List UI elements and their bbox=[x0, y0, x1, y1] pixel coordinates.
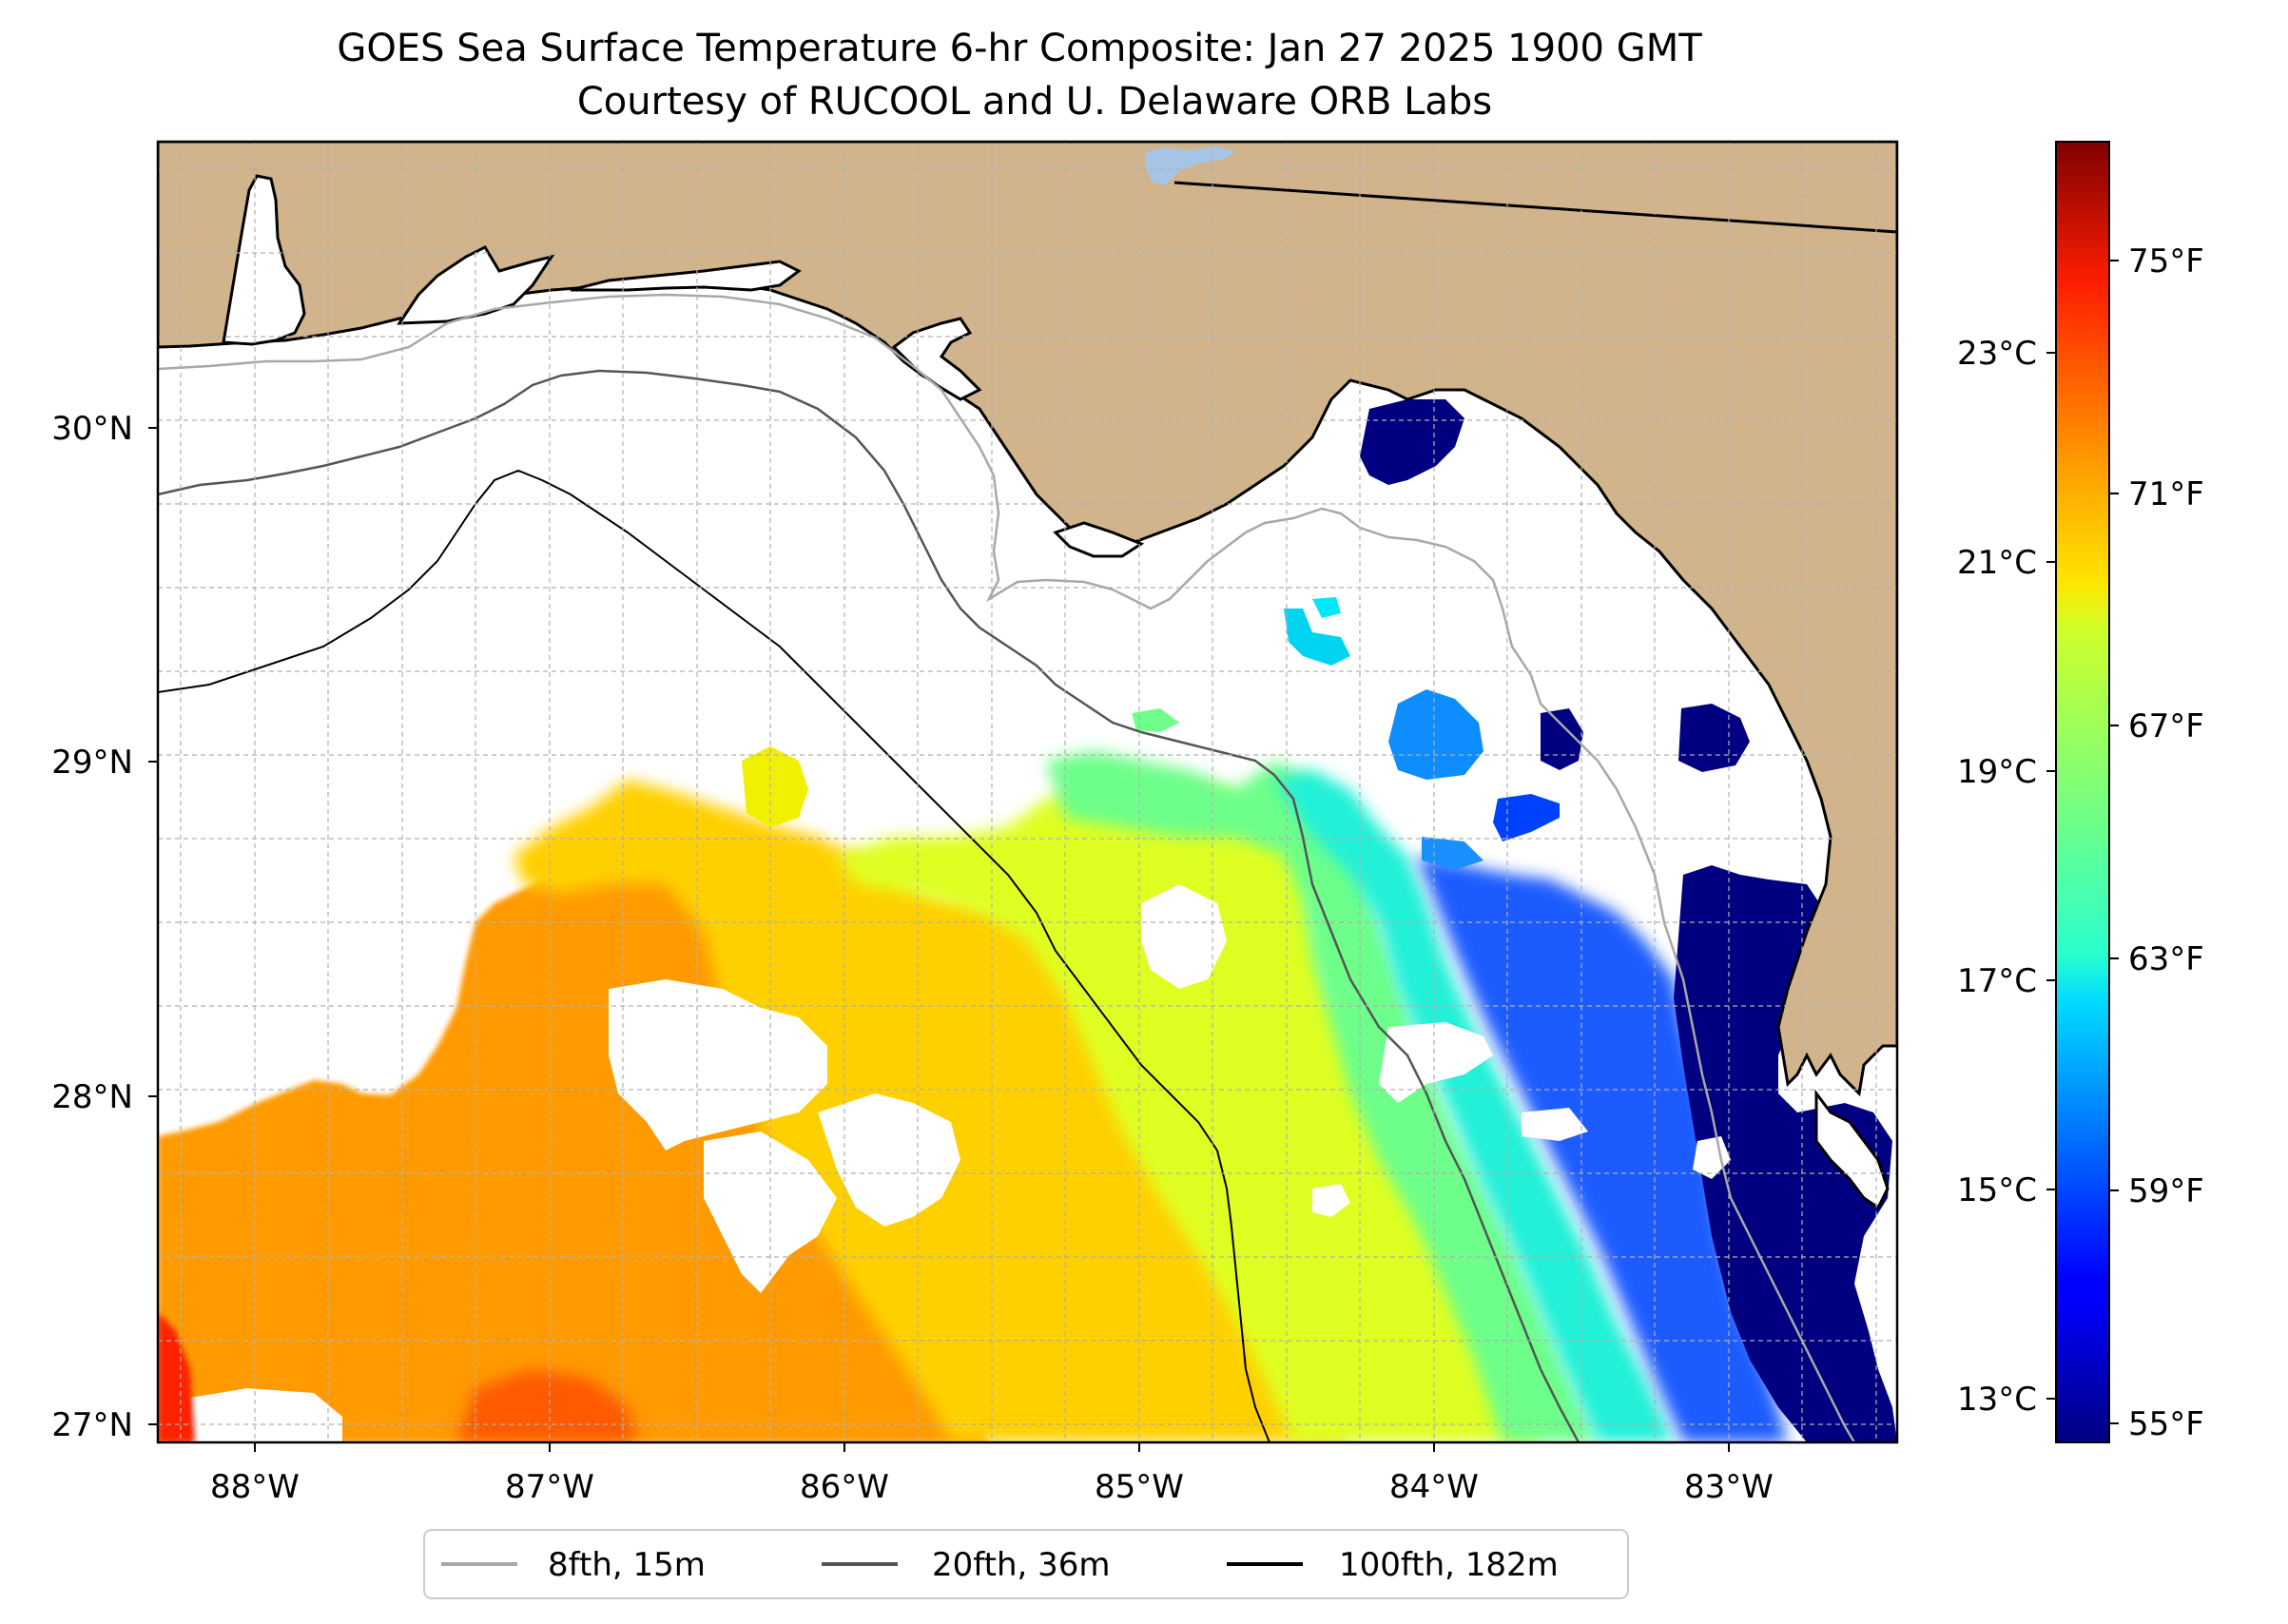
longitude-axis: 88°W 87°W 86°W 85°W 84°W 83°W bbox=[210, 1468, 1774, 1506]
latitude-axis: 30°N 29°N 28°N 27°N bbox=[51, 410, 133, 1444]
legend: 8fth, 15m 20fth, 36m 100fth, 182m bbox=[423, 1529, 1629, 1599]
celsius-ticks bbox=[2046, 352, 2056, 1400]
sst-green-region bbox=[1046, 751, 1598, 1442]
fahrenheit-tick-label: 63°F bbox=[2128, 940, 2204, 978]
cloud-gap-1 bbox=[609, 979, 827, 1150]
sst-cyan-patch-1 bbox=[1284, 609, 1350, 666]
fahrenheit-ticks bbox=[2109, 260, 2119, 1424]
cloud-gap-5 bbox=[1379, 1022, 1493, 1103]
pensacola-bay bbox=[397, 245, 555, 325]
celsius-tick-label: 15°C bbox=[1957, 1171, 2037, 1209]
colorbar-gradient bbox=[2055, 141, 2110, 1443]
mobile-bay bbox=[222, 174, 306, 346]
fahrenheit-tick-label: 55°F bbox=[2128, 1405, 2204, 1443]
sst-cold-region bbox=[1674, 865, 1897, 1442]
lon-tick-label: 88°W bbox=[210, 1468, 300, 1506]
lake bbox=[1146, 146, 1236, 185]
colorbar-celsius-axis: 23°C 21°C 19°C 17°C 15°C 13°C bbox=[1957, 335, 2037, 1419]
lat-tick-label: 27°N bbox=[51, 1406, 133, 1444]
map-subtitle: Courtesy of RUCOOL and U. Delaware ORB L… bbox=[577, 80, 1492, 124]
celsius-tick-label: 17°C bbox=[1957, 962, 2037, 1000]
map-title: GOES Sea Surface Temperature 6-hr Compos… bbox=[337, 27, 1702, 70]
lon-tick-label: 86°W bbox=[800, 1468, 889, 1506]
celsius-tick-label: 21°C bbox=[1957, 544, 2037, 582]
sst-blue-patch-1 bbox=[1388, 689, 1483, 780]
gridlines bbox=[158, 142, 1897, 1442]
map-frame bbox=[156, 140, 1899, 1444]
sst-cyan-region bbox=[1274, 770, 1674, 1442]
sst-blue-region bbox=[1417, 856, 1788, 1442]
tampa-bay bbox=[1814, 1089, 1890, 1210]
lon-tick-label: 85°W bbox=[1095, 1468, 1184, 1506]
isobath-36m bbox=[158, 369, 1580, 1442]
cloud-gap-8 bbox=[190, 1388, 342, 1442]
cloud-gap-10 bbox=[1160, 922, 1208, 960]
celsius-tick-label: 13°C bbox=[1957, 1381, 2037, 1419]
sst-field bbox=[158, 399, 1897, 1442]
fahrenheit-tick-label: 75°F bbox=[2128, 242, 2204, 280]
lon-tick-label: 84°W bbox=[1389, 1468, 1479, 1506]
cloud-gap-7 bbox=[1693, 1136, 1731, 1179]
cloud-gap-6 bbox=[1312, 1184, 1350, 1217]
sst-hot-corner bbox=[158, 1312, 195, 1442]
legend-label-182m: 100fth, 182m bbox=[1339, 1546, 1559, 1584]
cloud-gap-3 bbox=[818, 1093, 960, 1227]
longitude-ticks bbox=[254, 1442, 1730, 1452]
sst-blue-patch-3 bbox=[1422, 837, 1483, 870]
cloud-gap-9 bbox=[1522, 1108, 1588, 1141]
fahrenheit-tick-label: 67°F bbox=[2128, 707, 2204, 745]
lat-tick-label: 29°N bbox=[51, 744, 133, 782]
isobath-15m bbox=[158, 293, 1856, 1442]
latitude-ticks bbox=[148, 427, 158, 1425]
sst-blue-patch-2 bbox=[1493, 794, 1560, 841]
legend-label-15m: 8fth, 15m bbox=[548, 1546, 706, 1584]
lat-tick-label: 28°N bbox=[51, 1078, 133, 1116]
map-area bbox=[158, 142, 1897, 1442]
isobath-182m bbox=[158, 469, 1270, 1442]
legend-label-36m: 20fth, 36m bbox=[932, 1546, 1111, 1584]
sst-green-patch bbox=[1132, 708, 1179, 732]
fahrenheit-tick-label: 59°F bbox=[2128, 1172, 2204, 1210]
lon-tick-label: 83°W bbox=[1684, 1468, 1774, 1506]
sst-cold-patch-3 bbox=[1678, 704, 1750, 772]
celsius-tick-label: 19°C bbox=[1957, 753, 2037, 791]
sst-warm-region bbox=[158, 808, 989, 1442]
lat-tick-label: 30°N bbox=[51, 410, 133, 448]
legend-box bbox=[423, 1529, 1629, 1599]
choctawhatchee-bay bbox=[570, 260, 802, 292]
apalachicola-bay bbox=[1053, 521, 1145, 558]
sst-cyan-patch-2 bbox=[1312, 597, 1341, 618]
sst-yellow-patch bbox=[742, 746, 808, 827]
lon-tick-label: 87°W bbox=[505, 1468, 594, 1506]
colorbar-fahrenheit-axis: 75°F 71°F 67°F 63°F 59°F 55°F bbox=[2128, 242, 2204, 1443]
state-border bbox=[1173, 181, 1897, 234]
celsius-tick-label: 23°C bbox=[1957, 335, 2037, 373]
sst-mid-region bbox=[514, 780, 1350, 1442]
colorbar: 23°C 21°C 19°C 17°C 15°C 13°C 75°F 71°F … bbox=[1957, 141, 2204, 1443]
fahrenheit-tick-label: 71°F bbox=[2128, 475, 2204, 513]
sst-yellow-green-region bbox=[837, 780, 1541, 1442]
